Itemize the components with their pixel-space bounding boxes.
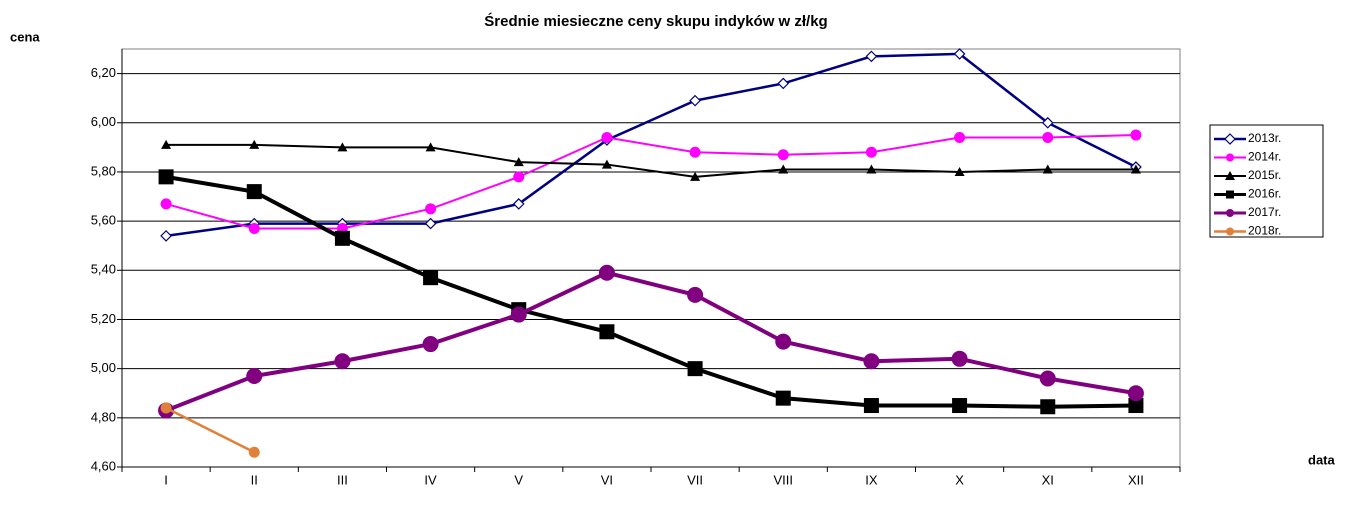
- legend-label: 2016r.: [1248, 187, 1281, 201]
- series-line: [165, 134, 1136, 230]
- data-point: [865, 50, 878, 63]
- x-tick-label: IV: [424, 472, 437, 487]
- legend-marker: [1224, 133, 1236, 145]
- data-point: [337, 142, 348, 152]
- legend-label: 2017r.: [1248, 205, 1281, 219]
- data-point: [863, 398, 879, 414]
- data-point: [952, 398, 968, 414]
- data-point: [334, 353, 351, 370]
- data-point: [334, 230, 350, 246]
- data-point: [513, 157, 524, 167]
- x-tick-label: I: [164, 472, 168, 487]
- data-point: [513, 171, 525, 183]
- data-point: [422, 336, 439, 353]
- data-point: [690, 171, 701, 181]
- y-tick-label: 5,40: [91, 262, 116, 277]
- legend-label: 2014r.: [1248, 150, 1281, 164]
- data-point: [423, 270, 439, 286]
- data-point: [777, 149, 789, 161]
- data-point: [689, 146, 701, 158]
- y-tick-label: 5,00: [91, 360, 116, 375]
- data-point: [160, 198, 172, 210]
- y-tick-label: 5,20: [91, 311, 116, 326]
- data-point: [866, 164, 877, 174]
- series-line: [165, 52, 1137, 238]
- y-tick-label: 6,20: [91, 65, 116, 80]
- x-tick-label: X: [955, 472, 964, 487]
- legend-marker: [1226, 153, 1234, 162]
- data-point: [599, 324, 615, 340]
- x-tick-label: XII: [1128, 472, 1144, 487]
- data-point: [775, 333, 792, 350]
- data-point: [863, 353, 880, 370]
- legend-marker: [1226, 209, 1234, 217]
- data-point: [777, 77, 790, 90]
- x-tick-label: VI: [601, 472, 613, 487]
- series-line: [165, 174, 1136, 409]
- data-point: [601, 132, 613, 144]
- data-point: [160, 402, 172, 414]
- data-point: [598, 264, 615, 281]
- data-point: [161, 139, 172, 149]
- x-tick-label: III: [337, 472, 348, 487]
- legend-marker: [1226, 227, 1234, 236]
- data-point: [778, 164, 789, 174]
- y-tick-label: 4,80: [91, 409, 116, 424]
- data-point: [249, 139, 260, 149]
- legend-marker: [1226, 190, 1234, 199]
- data-point: [512, 198, 525, 210]
- series-line: [166, 143, 1136, 178]
- data-point: [248, 446, 260, 458]
- data-point: [954, 132, 966, 144]
- chart-title: Średnie miesieczne ceny skupu indyków w …: [484, 12, 827, 30]
- x-tick-label: XI: [1042, 472, 1054, 487]
- legend-label: 2013r.: [1248, 131, 1281, 145]
- y-tick-label: 5,80: [91, 163, 116, 178]
- data-point: [775, 390, 791, 406]
- data-point: [954, 166, 965, 176]
- data-point: [1042, 132, 1054, 144]
- data-point: [1130, 129, 1142, 141]
- y-tick-label: 4,60: [91, 458, 116, 473]
- data-point: [1039, 370, 1056, 387]
- data-point: [953, 48, 966, 60]
- x-axis-label: data: [1308, 452, 1336, 467]
- x-tick-label: IX: [865, 472, 878, 487]
- y-axis-label: cena: [10, 29, 40, 44]
- data-point: [1041, 116, 1054, 129]
- data-point: [951, 350, 968, 367]
- data-point: [1042, 164, 1053, 174]
- data-point: [1128, 398, 1144, 414]
- data-point: [158, 169, 174, 185]
- data-point: [687, 286, 704, 303]
- x-tick-label: V: [514, 472, 523, 487]
- data-point: [424, 217, 437, 230]
- legend-label: 2018r.: [1248, 224, 1281, 238]
- series-line: [165, 406, 255, 454]
- x-tick-label: II: [251, 472, 258, 487]
- data-point: [601, 159, 612, 169]
- y-tick-label: 6,00: [91, 114, 116, 129]
- data-point: [689, 94, 701, 107]
- x-tick-label: VII: [687, 472, 703, 487]
- legend-label: 2015r.: [1248, 168, 1281, 182]
- data-point: [246, 368, 263, 385]
- data-point: [1130, 164, 1141, 174]
- data-point: [246, 184, 262, 200]
- legend-marker: [1225, 171, 1235, 180]
- data-point: [425, 142, 436, 152]
- data-point: [425, 203, 437, 215]
- y-tick-label: 5,60: [91, 213, 116, 228]
- data-point: [1040, 399, 1056, 415]
- series-line: [165, 270, 1137, 413]
- data-point: [248, 222, 260, 234]
- data-point: [160, 230, 172, 242]
- x-tick-label: VIII: [773, 472, 793, 487]
- data-point: [1127, 385, 1144, 402]
- data-point: [687, 361, 703, 377]
- plot-frame: [121, 48, 1181, 468]
- data-point: [865, 146, 877, 158]
- data-point: [510, 306, 527, 323]
